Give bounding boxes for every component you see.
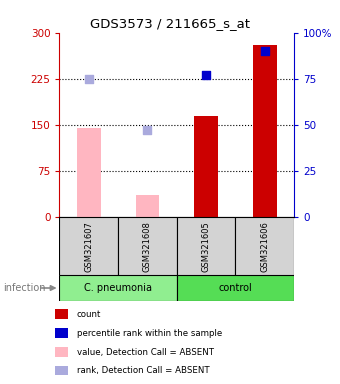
- Bar: [59, 275, 177, 301]
- Bar: [235, 217, 294, 275]
- Text: C. pneumonia: C. pneumonia: [84, 283, 152, 293]
- Text: count: count: [77, 310, 101, 319]
- Bar: [118, 217, 177, 275]
- Text: GSM321606: GSM321606: [260, 222, 269, 272]
- Text: percentile rank within the sample: percentile rank within the sample: [77, 329, 222, 338]
- Bar: [55, 347, 68, 357]
- Bar: [55, 366, 68, 375]
- Bar: [55, 310, 68, 319]
- Point: [203, 72, 209, 78]
- Bar: [253, 45, 276, 217]
- Bar: [59, 217, 118, 275]
- Bar: [177, 275, 294, 301]
- Bar: [55, 328, 68, 338]
- Text: infection: infection: [3, 283, 46, 293]
- Text: control: control: [219, 283, 252, 293]
- Bar: [77, 128, 101, 217]
- Text: value, Detection Call = ABSENT: value, Detection Call = ABSENT: [77, 348, 214, 357]
- Text: GDS3573 / 211665_s_at: GDS3573 / 211665_s_at: [90, 17, 250, 30]
- Point: [86, 76, 91, 82]
- Point: [145, 127, 150, 133]
- Text: GSM321605: GSM321605: [202, 222, 210, 272]
- Bar: [177, 217, 235, 275]
- Bar: [194, 116, 218, 217]
- Text: GSM321607: GSM321607: [84, 222, 93, 272]
- Bar: [136, 195, 159, 217]
- Point: [262, 48, 268, 54]
- Text: GSM321608: GSM321608: [143, 222, 152, 272]
- Text: rank, Detection Call = ABSENT: rank, Detection Call = ABSENT: [77, 366, 209, 375]
